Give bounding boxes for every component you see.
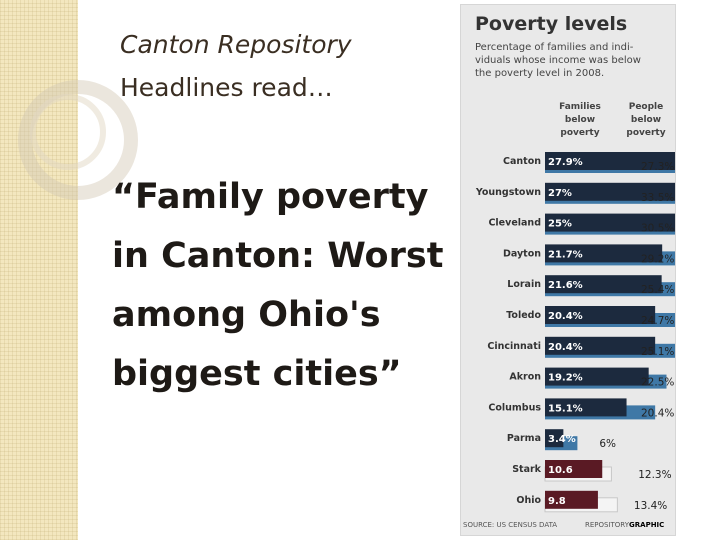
chart-subtitle-line: viduals whose income was below — [475, 55, 641, 66]
families-bar — [545, 152, 675, 170]
people-value-label: 25.4% — [641, 284, 674, 296]
quote-line: in Canton: Worst — [112, 236, 444, 276]
families-value-label: 19.2% — [548, 373, 583, 384]
people-value-label: 25.1% — [641, 346, 674, 358]
poverty-chart-panel: Poverty levels Percentage of families an… — [461, 5, 675, 535]
header-word: poverty — [626, 128, 666, 138]
category-label: Columbus — [488, 402, 541, 413]
quote-line: “Family poverty — [112, 177, 429, 217]
people-value-label: 20.4% — [641, 407, 674, 419]
families-value-label: 3.4% — [548, 434, 576, 445]
families-value-label: 21.6% — [548, 280, 583, 291]
category-label: Lorain — [507, 279, 541, 290]
families-bar — [545, 306, 656, 324]
chart-source: SOURCE: US CENSUS DATA — [463, 521, 558, 529]
bar-chart: Canton 27.9% 27.3% Youngstown 27% 33.5% Clevel… — [475, 152, 675, 513]
chart-subtitle-line: Percentage of families and indi- — [475, 42, 634, 53]
families-value-label: 21.7% — [548, 249, 583, 260]
header-word: Families — [559, 102, 601, 112]
chart-credit: REPOSITORYGRAPHIC — [585, 521, 664, 529]
families-value-label: 25% — [548, 219, 572, 230]
families-bar — [545, 275, 662, 294]
families-value-label: 20.4% — [548, 311, 583, 322]
families-bar — [545, 213, 675, 232]
category-label: Stark — [512, 464, 541, 475]
category-label: Dayton — [503, 248, 541, 259]
families-column-header: Families below poverty — [557, 101, 603, 140]
category-label: Ohio — [516, 495, 541, 506]
quote-line: among Ohio's — [112, 295, 381, 335]
category-label: Toledo — [506, 310, 541, 321]
people-value-label: 22.5% — [641, 377, 674, 389]
chart-subtitle-line: the poverty level in 2008. — [475, 68, 605, 79]
header-word: People — [628, 102, 664, 112]
families-bar — [545, 244, 663, 263]
people-value-label: 27.3% — [641, 161, 674, 173]
header-word: below — [564, 115, 596, 125]
families-bar — [545, 490, 598, 509]
families-bar — [545, 460, 603, 478]
chart-title: Poverty levels — [475, 13, 628, 35]
credit-suffix: GRAPHIC — [629, 521, 665, 529]
families-value-label: 20.4% — [548, 342, 583, 353]
category-label: Akron — [509, 372, 541, 383]
people-value-label: 24.7% — [641, 315, 674, 327]
people-value-label: 30.5% — [641, 223, 674, 235]
category-label: Parma — [507, 433, 541, 444]
families-bar — [545, 429, 564, 448]
category-label: Cincinnati — [487, 341, 541, 352]
families-value-label: 27.9% — [548, 157, 583, 168]
decorative-ring-inner — [30, 94, 106, 170]
chart-subtitle: Percentage of families and indi- viduals… — [475, 41, 671, 80]
families-value-label: 9.8 — [548, 496, 566, 507]
people-column-header: People below poverty — [623, 101, 669, 140]
category-label: Canton — [503, 156, 541, 167]
header-word: poverty — [560, 128, 600, 138]
header-word: below — [630, 115, 662, 125]
headline-quote: “Family poverty in Canton: Worst among O… — [112, 168, 472, 404]
people-value-label: 6% — [599, 438, 616, 450]
people-value-label: 33.5% — [641, 192, 674, 204]
quote-line: biggest cities” — [112, 354, 402, 394]
people-value-label: 12.3% — [638, 469, 671, 481]
families-bar — [545, 182, 675, 201]
credit-prefix: REPOSITORY — [585, 521, 630, 529]
people-value-label: 29.2% — [641, 253, 674, 265]
slide-subheading: Headlines read… — [120, 73, 333, 102]
families-value-label: 10.6 — [548, 465, 573, 476]
families-value-label: 27% — [548, 188, 572, 199]
families-value-label: 15.1% — [548, 403, 583, 414]
families-bar — [545, 398, 627, 417]
families-bar — [545, 336, 656, 355]
category-label: Youngstown — [475, 187, 541, 198]
slide-source: Canton Repository — [120, 30, 352, 59]
category-label: Cleveland — [488, 218, 541, 229]
people-value-label: 13.4% — [634, 500, 667, 512]
families-bar — [545, 367, 649, 386]
